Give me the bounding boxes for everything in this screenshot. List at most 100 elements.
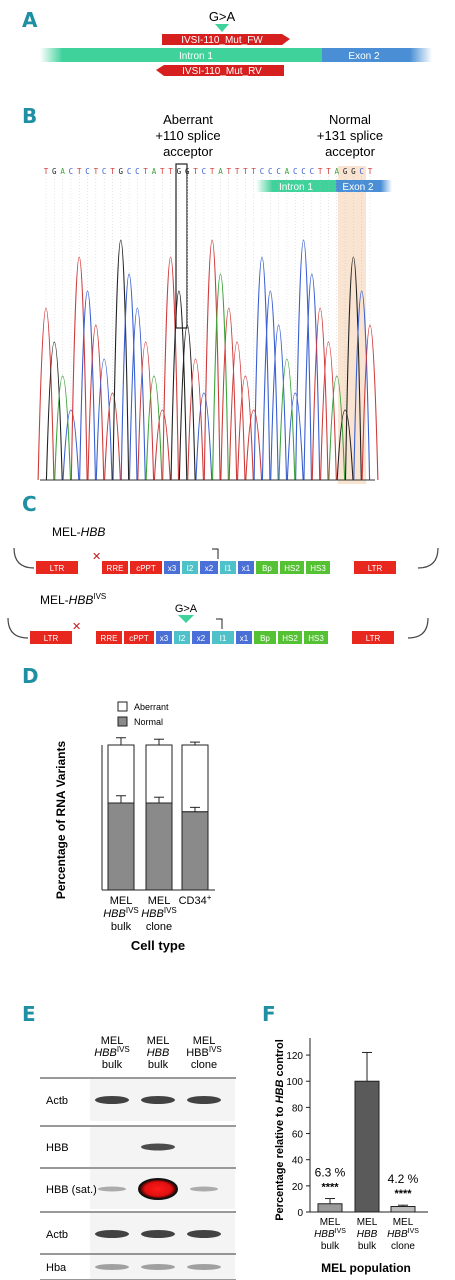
legend-aberrant-swatch — [117, 701, 128, 712]
cat1-line2: HBBIVS — [103, 906, 139, 920]
base-letter: A — [218, 167, 223, 176]
bar — [317, 1203, 343, 1213]
col1-line2: HBBIVS — [94, 1045, 130, 1059]
construct-element-label: x3 — [160, 634, 169, 643]
blot-band — [95, 1264, 129, 1270]
construct-element — [236, 631, 252, 644]
construct-element — [256, 561, 278, 574]
panel-letter-e: E — [22, 1002, 36, 1026]
deleted-marker-icon: ✕ — [72, 620, 81, 633]
f-cat2-line2: HBB — [357, 1229, 378, 1240]
construct-element — [304, 631, 328, 644]
trace-peak — [212, 273, 229, 481]
panel-d-ylabel: Percentage of RNA Variants — [54, 741, 68, 900]
construct-element-label: x2 — [197, 634, 206, 643]
blot-row-label: Actb — [46, 1095, 68, 1107]
construct-element — [278, 631, 302, 644]
cat1-line1: MEL — [110, 895, 133, 907]
construct1: LTR RRE cPPT x3 I2 x2 I1 x1 Bp HS2 HS3 LTR ✕ — [36, 548, 396, 574]
construct-element — [156, 631, 172, 644]
trace-peak — [170, 290, 188, 481]
blot-membrane — [90, 1255, 235, 1279]
construct-element — [220, 561, 236, 574]
significance-marker: **** — [321, 1182, 339, 1194]
f-cat2-line1: MEL — [357, 1217, 378, 1228]
trace-peak — [79, 290, 96, 481]
base-letter: T — [193, 167, 198, 176]
trace-peak — [187, 358, 204, 481]
trace-peak — [95, 358, 113, 481]
base-letter: C — [135, 167, 140, 176]
panel-d: Aberrant Normal Percentage of RNA Varian… — [54, 701, 215, 953]
trace-peak — [54, 375, 72, 481]
construct-element — [212, 631, 234, 644]
blot-band-saturated — [138, 1178, 178, 1200]
base-letter: A — [60, 167, 65, 176]
blot-band — [187, 1264, 221, 1270]
base-letter: G — [119, 167, 124, 176]
construct-element — [254, 631, 276, 644]
col2-line3: bulk — [148, 1059, 169, 1071]
construct-element-label: x2 — [205, 564, 214, 573]
base-letter: T — [210, 167, 215, 176]
base-letter: C — [260, 167, 265, 176]
panel-f: Percentage relative to HBB control 0 20 40… — [274, 1038, 428, 1275]
panel-letter-b: B — [22, 104, 38, 128]
construct-element — [164, 561, 180, 574]
vector-backbone-left-2 — [7, 617, 29, 639]
significance-marker: **** — [394, 1188, 412, 1200]
panel-letter-d: D — [22, 664, 39, 688]
col1-line1: MEL — [101, 1035, 124, 1047]
legend-normal-swatch — [117, 716, 128, 727]
base-letter: T — [326, 167, 331, 176]
cat2-line3: clone — [146, 921, 172, 933]
cat3-label: CD34+ — [179, 893, 212, 907]
construct-element-label: x1 — [242, 564, 251, 573]
trace-peak — [311, 307, 329, 481]
col2-line2: HBB — [147, 1047, 170, 1059]
construct-element-label: x1 — [240, 634, 249, 643]
blot-band — [187, 1230, 221, 1238]
trace-peak — [87, 324, 105, 481]
trace-peak — [145, 375, 163, 481]
blot-band — [141, 1143, 175, 1151]
y-tick-label: 20 — [292, 1182, 304, 1193]
intron-strip — [256, 180, 338, 192]
trace-peak — [137, 341, 155, 481]
base-letter: A — [335, 167, 340, 176]
construct-element-label: I1 — [220, 634, 227, 643]
base-letter: T — [160, 167, 165, 176]
blot-col-1-header: MEL HBBIVS bulk — [94, 1035, 130, 1071]
base-letter: T — [77, 167, 82, 176]
trace-peak — [361, 324, 379, 481]
col3-line3: clone — [191, 1059, 217, 1071]
cat2-line2: HBBIVS — [141, 906, 177, 920]
base-letter: C — [310, 167, 315, 176]
blot-row-label: Hba — [46, 1262, 67, 1274]
panel-e: MEL HBBIVS bulk MEL HBB bulk MEL HBBIVS … — [40, 1035, 236, 1280]
construct-element-label: I2 — [179, 634, 186, 643]
construct-element-label: cPPT — [136, 564, 156, 573]
construct1-title: MEL-HBB — [52, 525, 105, 539]
base-letter: T — [318, 167, 323, 176]
trace-peak — [245, 409, 263, 481]
y-tick-label: 40 — [292, 1156, 304, 1167]
y-tick-label: 60 — [292, 1130, 304, 1141]
construct-element-label: RRE — [101, 634, 118, 643]
blot-band — [95, 1230, 129, 1238]
primer-fw-label: IVSI-110_Mut_FW — [181, 35, 263, 46]
panel-letter-c: C — [22, 492, 37, 516]
trace-peak — [45, 341, 63, 481]
trace-peak — [328, 375, 346, 481]
deleted-marker-icon: ✕ — [92, 550, 101, 563]
bar-normal — [145, 802, 173, 891]
trace-peak — [195, 392, 213, 481]
legend-aberrant-label: Aberrant — [134, 702, 169, 712]
trace-peak — [261, 290, 279, 481]
base-letter: T — [143, 167, 148, 176]
normal-label-2: +131 splice — [317, 128, 383, 143]
bar-normal — [181, 811, 209, 891]
vector-backbone-right-2 — [407, 617, 429, 639]
construct-element — [352, 631, 394, 644]
blot-band — [141, 1230, 175, 1238]
